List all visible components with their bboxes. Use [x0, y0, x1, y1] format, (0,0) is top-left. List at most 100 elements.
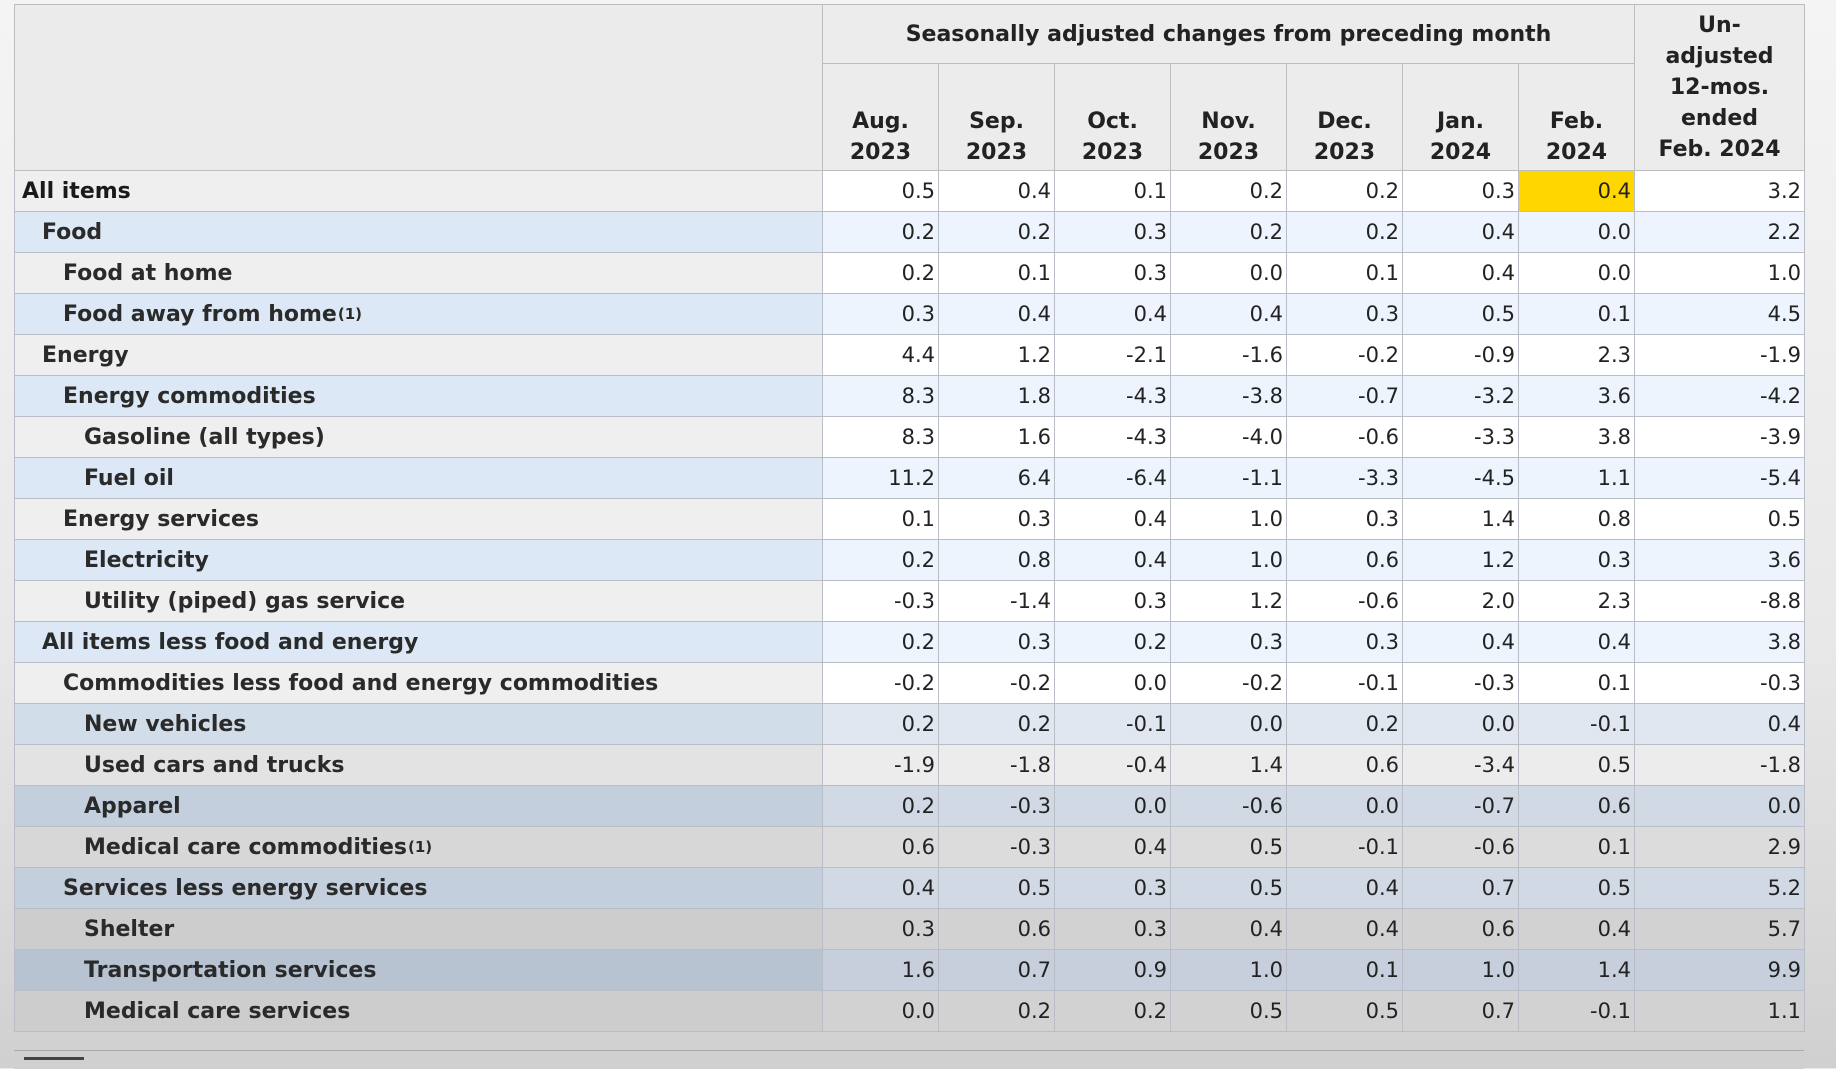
- row-label: Energy services: [14, 498, 823, 540]
- monthly-change-cell: 0.4: [1518, 908, 1635, 950]
- header-row-months: Aug. 2023 Sep. 2023 Oct. 2023 Nov. 2023 Dec. 2023…: [15, 63, 1805, 171]
- monthly-change-cell: -1.8: [938, 744, 1055, 786]
- monthly-change-cell: -0.3: [822, 580, 939, 622]
- row-label: Used cars and trucks: [14, 744, 823, 786]
- monthly-change-cell: 0.3: [1286, 293, 1403, 335]
- row-label-text: All items less food and energy: [42, 629, 419, 655]
- row-label-text: Food at home: [63, 260, 233, 286]
- unadjusted-12-month-header: Un- adjusted 12-mos. ended Feb. 2024: [1634, 4, 1805, 171]
- monthly-change-cell: 0.6: [1286, 744, 1403, 786]
- month-column-header: Dec. 2023: [1286, 63, 1403, 171]
- table-row: Energy commodities 8.3 1.8 -4.3 -3.8 -0.7 -3.2…: [14, 375, 1805, 417]
- yoy-value-cell: -4.2: [1634, 375, 1805, 417]
- month-column-header: Aug. 2023: [822, 63, 939, 171]
- monthly-change-cell: 1.1: [1518, 457, 1635, 499]
- table-row: All items 0.5 0.4 0.1 0.2 0.2 0.3 0.4 3.2: [14, 170, 1805, 212]
- monthly-change-cell: 0.4: [1054, 293, 1171, 335]
- table-row: All items less food and energy 0.2 0.3 0.2 0…: [14, 621, 1805, 663]
- monthly-change-cell: 0.6: [822, 826, 939, 868]
- table-row: Gasoline (all types) 8.3 1.6 -4.3 -4.0 -0.6 -3…: [14, 416, 1805, 458]
- monthly-change-cell: 1.4: [1518, 949, 1635, 991]
- monthly-change-cell: 0.3: [1170, 621, 1287, 663]
- monthly-change-cell: 0.2: [822, 785, 939, 827]
- monthly-change-cell: 0.2: [822, 621, 939, 663]
- monthly-change-cell: 1.2: [1170, 580, 1287, 622]
- monthly-change-cell: -2.1: [1054, 334, 1171, 376]
- next-row-cutoff: [14, 1050, 1804, 1069]
- monthly-change-cell: 0.2: [1054, 621, 1171, 663]
- monthly-change-cell: 0.2: [1170, 170, 1287, 212]
- monthly-change-cell: -6.4: [1054, 457, 1171, 499]
- row-label: Fuel oil: [14, 457, 823, 499]
- row-label: All items less food and energy: [14, 621, 823, 663]
- row-label: Electricity: [14, 539, 823, 581]
- month-label: Nov.: [1201, 109, 1256, 134]
- row-label: Medical care services: [14, 990, 823, 1032]
- row-label-text: All items: [22, 178, 131, 204]
- yoy-value-cell: -0.3: [1634, 662, 1805, 704]
- table-header: Seasonally adjusted changes from precedi…: [14, 4, 1805, 171]
- table-row: Commodities less food and energy commodi…: [14, 662, 1805, 704]
- monthly-change-cell: -0.1: [1518, 990, 1635, 1032]
- row-label-text: New vehicles: [84, 711, 247, 737]
- monthly-change-cell: 2.0: [1402, 580, 1519, 622]
- row-label: Food: [14, 211, 823, 253]
- monthly-change-cell: 0.2: [822, 703, 939, 745]
- monthly-change-cell: 0.9: [1054, 949, 1171, 991]
- monthly-change-cell: 0.4: [1286, 867, 1403, 909]
- monthly-change-cell: 0.2: [822, 211, 939, 253]
- monthly-change-cell: 0.8: [1518, 498, 1635, 540]
- month-column-header: Oct. 2023: [1054, 63, 1171, 171]
- monthly-change-cell: 1.6: [938, 416, 1055, 458]
- row-label-text: Apparel: [84, 793, 181, 819]
- row-label-text: Shelter: [84, 916, 175, 942]
- row-label-text: Medical care services: [84, 998, 351, 1024]
- row-label-text: Energy services: [63, 506, 260, 532]
- cpi-table: Seasonally adjusted changes from precedi…: [14, 4, 1805, 1032]
- yoy-header-line: ended: [1681, 106, 1758, 131]
- monthly-change-cell: -0.1: [1054, 703, 1171, 745]
- monthly-change-cell: -0.3: [938, 785, 1055, 827]
- yoy-value-cell: -1.9: [1634, 334, 1805, 376]
- monthly-change-cell: 0.7: [938, 949, 1055, 991]
- header-row-top: Seasonally adjusted changes from precedi…: [14, 4, 1805, 171]
- table-row: New vehicles 0.2 0.2 -0.1 0.0 0.2 0.0 -0.1 0.4: [14, 703, 1805, 745]
- monthly-change-cell: 0.5: [938, 867, 1055, 909]
- monthly-change-cell: 6.4: [938, 457, 1055, 499]
- monthly-change-cell: 0.5: [1286, 990, 1403, 1032]
- monthly-change-cell: -3.4: [1402, 744, 1519, 786]
- monthly-change-cell: 11.2: [822, 457, 939, 499]
- monthly-change-cell: -0.2: [822, 662, 939, 704]
- month-column-header: Nov. 2023: [1170, 63, 1287, 171]
- table-row: Energy 4.4 1.2 -2.1 -1.6 -0.2 -0.9 2.3 -1.9: [14, 334, 1805, 376]
- row-label-text: Fuel oil: [84, 465, 174, 491]
- monthly-change-cell: 0.3: [1054, 867, 1171, 909]
- monthly-change-cell: 0.3: [1054, 580, 1171, 622]
- monthly-change-cell: 0.0: [1518, 211, 1635, 253]
- monthly-change-cell: -0.1: [1286, 662, 1403, 704]
- monthly-change-cell: 0.0: [1402, 703, 1519, 745]
- monthly-change-cell: -0.2: [1170, 662, 1287, 704]
- monthly-change-cell: -0.3: [1402, 662, 1519, 704]
- monthly-change-cell: 0.2: [1286, 170, 1403, 212]
- row-label: Services less energy services: [14, 867, 823, 909]
- monthly-change-cell: 0.2: [938, 990, 1055, 1032]
- monthly-change-cell: 1.2: [1402, 539, 1519, 581]
- row-label: Food away from home(1): [14, 293, 823, 335]
- monthly-change-cell: 0.4: [1402, 252, 1519, 294]
- cutoff-text-fragment: [24, 1057, 84, 1060]
- monthly-change-cell: 0.3: [1054, 211, 1171, 253]
- yoy-value-cell: 4.5: [1634, 293, 1805, 335]
- month-label: Feb.: [1549, 109, 1604, 134]
- monthly-change-cell: 0.4: [1286, 908, 1403, 950]
- monthly-change-cell: 0.7: [1402, 990, 1519, 1032]
- monthly-change-cell: 0.5: [1170, 826, 1287, 868]
- monthly-change-cell: -0.1: [1286, 826, 1403, 868]
- row-label-text: Energy commodities: [63, 383, 316, 409]
- row-label: Apparel: [14, 785, 823, 827]
- monthly-change-cell: -4.0: [1170, 416, 1287, 458]
- row-label-text: Medical care commodities: [84, 834, 407, 860]
- monthly-change-cell: 0.4: [1402, 621, 1519, 663]
- yoy-value-cell: 5.7: [1634, 908, 1805, 950]
- monthly-change-cell: 4.4: [822, 334, 939, 376]
